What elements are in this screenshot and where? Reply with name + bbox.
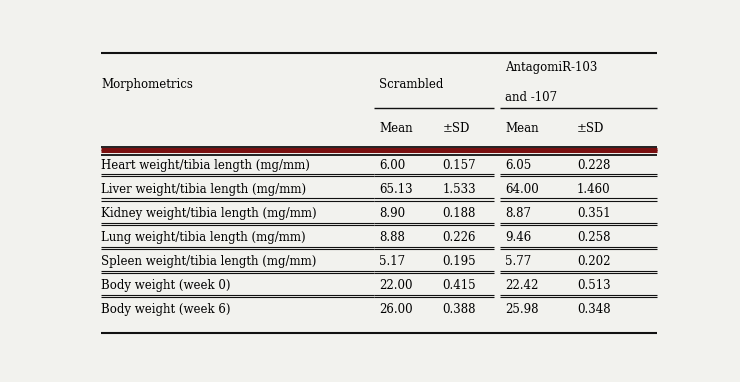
Text: 0.195: 0.195 (443, 255, 476, 268)
Text: 8.90: 8.90 (380, 207, 406, 220)
Text: 65.13: 65.13 (380, 183, 413, 196)
Text: 1.533: 1.533 (443, 183, 476, 196)
Text: Heart weight/tibia length (mg/mm): Heart weight/tibia length (mg/mm) (101, 159, 310, 172)
Text: 0.415: 0.415 (443, 279, 476, 292)
Text: 5.17: 5.17 (380, 255, 406, 268)
Text: and -107: and -107 (505, 91, 557, 104)
Text: Kidney weight/tibia length (mg/mm): Kidney weight/tibia length (mg/mm) (101, 207, 317, 220)
Text: ±SD: ±SD (577, 122, 605, 135)
Text: Lung weight/tibia length (mg/mm): Lung weight/tibia length (mg/mm) (101, 231, 306, 244)
Text: 5.77: 5.77 (505, 255, 531, 268)
Text: Spleen weight/tibia length (mg/mm): Spleen weight/tibia length (mg/mm) (101, 255, 317, 268)
Text: 0.513: 0.513 (577, 279, 610, 292)
Text: 8.88: 8.88 (380, 231, 405, 244)
Text: 0.388: 0.388 (443, 303, 476, 316)
Text: 0.228: 0.228 (577, 159, 610, 172)
Text: Body weight (week 0): Body weight (week 0) (101, 279, 231, 292)
Text: Morphometrics: Morphometrics (101, 78, 193, 91)
Text: Mean: Mean (380, 122, 413, 135)
Text: Scrambled: Scrambled (380, 78, 443, 91)
Text: 6.00: 6.00 (380, 159, 406, 172)
Text: ±SD: ±SD (443, 122, 470, 135)
Text: 22.00: 22.00 (380, 279, 413, 292)
Text: 0.351: 0.351 (577, 207, 610, 220)
Text: 0.226: 0.226 (443, 231, 476, 244)
Text: 22.42: 22.42 (505, 279, 539, 292)
Text: Mean: Mean (505, 122, 539, 135)
Text: 0.348: 0.348 (577, 303, 610, 316)
Text: 64.00: 64.00 (505, 183, 539, 196)
Text: Liver weight/tibia length (mg/mm): Liver weight/tibia length (mg/mm) (101, 183, 306, 196)
Text: 0.202: 0.202 (577, 255, 610, 268)
Text: 8.87: 8.87 (505, 207, 531, 220)
Text: 6.05: 6.05 (505, 159, 531, 172)
Text: AntagomiR-103: AntagomiR-103 (505, 62, 598, 74)
Text: 0.157: 0.157 (443, 159, 476, 172)
Text: 1.460: 1.460 (577, 183, 610, 196)
Text: Body weight (week 6): Body weight (week 6) (101, 303, 231, 316)
Text: 26.00: 26.00 (380, 303, 413, 316)
Text: 25.98: 25.98 (505, 303, 539, 316)
Text: 9.46: 9.46 (505, 231, 531, 244)
Text: 0.258: 0.258 (577, 231, 610, 244)
Text: 0.188: 0.188 (443, 207, 476, 220)
